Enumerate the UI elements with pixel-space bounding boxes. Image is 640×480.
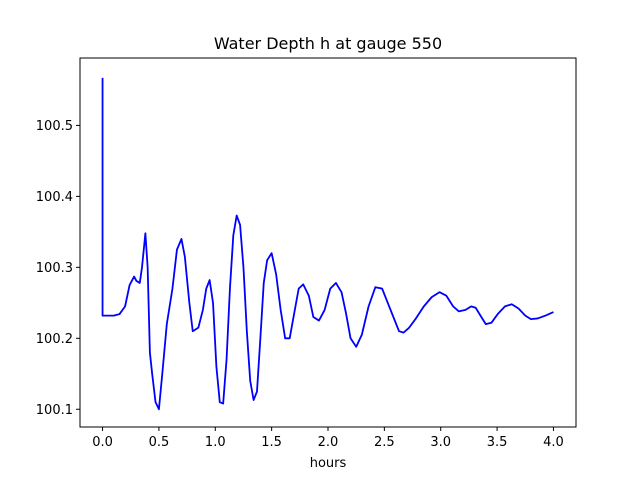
x-tick-label: 2.0 (318, 435, 339, 450)
x-tick-label: 1.5 (261, 435, 282, 450)
x-tick-label: 4.0 (543, 435, 564, 450)
x-tick-label: 0.5 (149, 435, 170, 450)
series-line (101, 77, 554, 411)
y-axis: 100.1 100.2 100.3 100.4 100.5 (36, 119, 80, 418)
x-tick-label: 1.0 (205, 435, 226, 450)
y-tick-label: 100.5 (36, 119, 73, 134)
x-axis: 0.0 0.5 1.0 1.5 2.0 2.5 3.0 3.5 4.0 (92, 427, 564, 450)
y-tick-label: 100.4 (36, 190, 73, 205)
x-tick-label: 2.5 (374, 435, 395, 450)
y-tick-label: 100.3 (36, 261, 73, 276)
x-axis-label: hours (310, 456, 347, 471)
x-tick-label: 0.0 (92, 435, 113, 450)
x-tick-label: 3.0 (430, 435, 451, 450)
y-tick-label: 100.2 (36, 332, 73, 347)
x-tick-label: 3.5 (487, 435, 508, 450)
y-tick-label: 100.1 (36, 403, 73, 418)
chart-title: Water Depth h at gauge 550 (214, 34, 442, 53)
